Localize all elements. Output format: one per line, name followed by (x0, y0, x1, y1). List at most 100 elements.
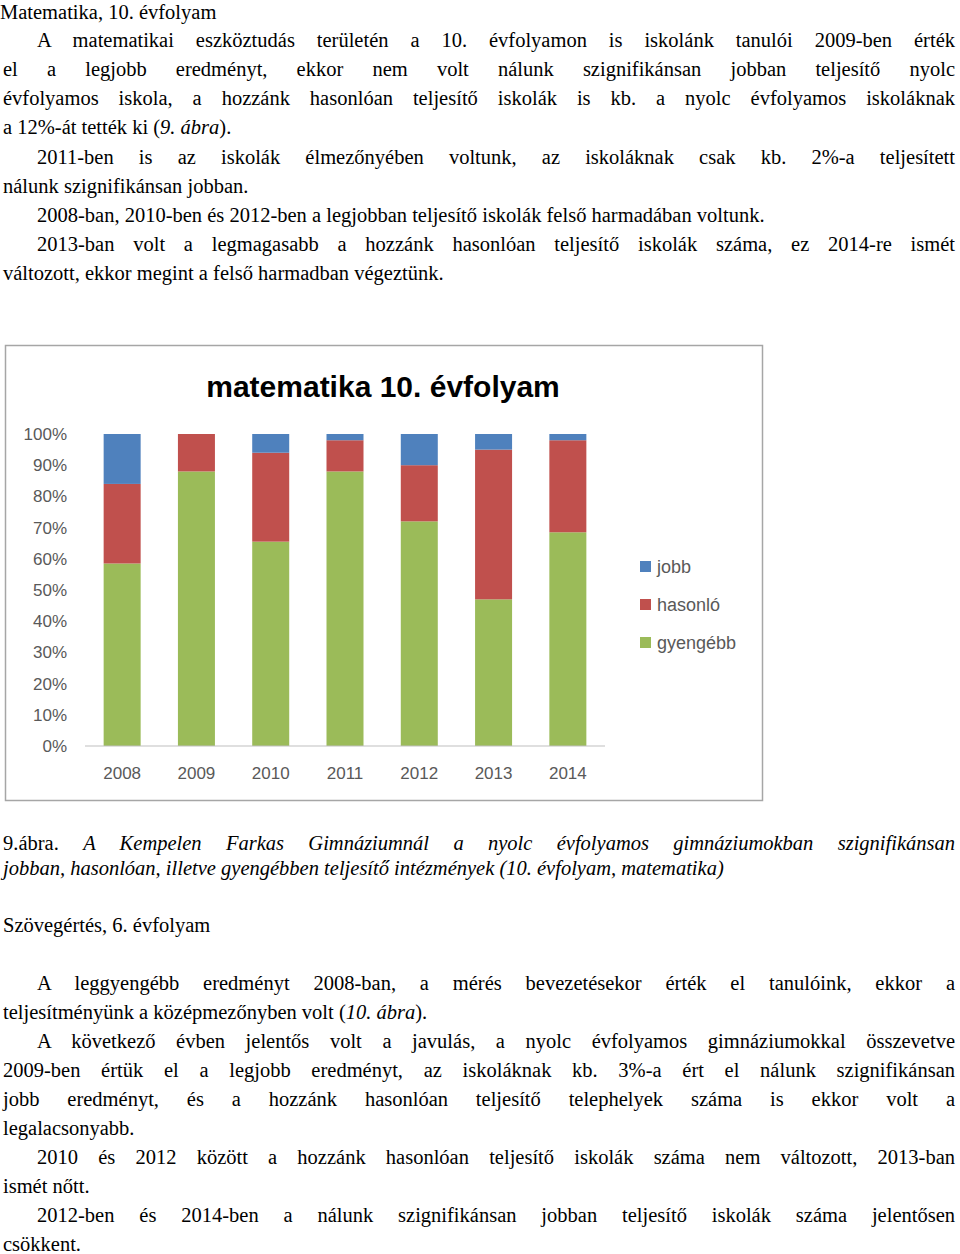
text-line: 2013-ban volt a legmagasabb a hozzánk ha… (37, 230, 955, 259)
y-tick-label: 10% (33, 706, 67, 725)
bar-segment (104, 434, 141, 484)
y-tick (81, 465, 85, 466)
text-line: A matematikai eszköztudás területén a 10… (37, 26, 955, 55)
y-tick (81, 434, 85, 435)
text-line: 2009-ben értük el a legjobb eredményt, a… (3, 1056, 955, 1085)
text-line: A leggyengébb eredményt 2008-ban, a méré… (37, 969, 955, 998)
text-run: A következő évben jelentős volt a javulá… (37, 1030, 955, 1052)
text-line: a 12%-át tették ki (9. ábra). (3, 113, 955, 142)
bar-segment (401, 465, 438, 521)
y-tick (81, 746, 85, 747)
y-tick-label: 20% (33, 675, 67, 694)
bar-segment (401, 521, 438, 746)
text-line: 2012-ben és 2014-ben a nálunk szignifiká… (37, 1201, 955, 1230)
text-run: A leggyengébb eredményt 2008-ban, a méré… (37, 972, 955, 994)
y-tick (81, 527, 85, 528)
page-header: Matematika, 10. évfolyam (0, 0, 600, 27)
y-axis (85, 434, 86, 746)
text-run: 2009-ben értük el a legjobb eredményt, a… (3, 1059, 955, 1081)
legend-swatch (640, 599, 651, 610)
bar-segment (549, 440, 586, 532)
caption-line: 9.ábra. A Kempelen Farkas Gimnáziumnál a… (3, 829, 955, 858)
y-tick-label: 70% (33, 519, 67, 538)
y-tick-label: 80% (33, 487, 67, 506)
bar-segment (178, 434, 215, 471)
text-run: nálunk szignifikánsan jobban. (3, 175, 248, 197)
y-tick (81, 558, 85, 559)
text-line: legalacsonyabb. (3, 1114, 955, 1143)
text-run: csökkent. (3, 1233, 81, 1254)
bar-segment (327, 434, 364, 440)
y-tick (81, 496, 85, 497)
y-tick-label: 90% (33, 456, 67, 475)
text-run: évfolyamos iskola, a hozzánk hasonlóan t… (3, 87, 955, 109)
legend-label: gyengébb (657, 633, 736, 653)
italic-run: 9. ábra (160, 116, 219, 138)
y-tick-label: 100% (24, 425, 67, 444)
x-axis (85, 746, 605, 747)
text-line: jobb eredményt, és a hozzánk hasonlóan t… (3, 1085, 955, 1114)
italic-run: jobban, hasonlóan, illetve gyengébben te… (3, 857, 724, 879)
y-tick-label: 30% (33, 643, 67, 662)
text-run: 9.ábra. (3, 832, 83, 854)
x-tick-label: 2008 (103, 764, 141, 783)
x-tick-label: 2009 (178, 764, 216, 783)
text-run: 2010 és 2012 között a hozzánk hasonlóan … (37, 1146, 955, 1168)
text-run: 2008-ban, 2010-ben és 2012-ben a legjobb… (37, 204, 765, 226)
y-tick (81, 714, 85, 715)
text-run: jobb eredményt, és a hozzánk hasonlóan t… (3, 1088, 955, 1110)
text-line: változott, ekkor megint a felső harmadba… (3, 259, 955, 288)
x-tick-label: 2013 (475, 764, 513, 783)
text-run: ). (415, 1001, 427, 1023)
text-line: csökkent. (3, 1230, 955, 1254)
caption-line: jobban, hasonlóan, illetve gyengébben te… (3, 854, 955, 883)
bar-segment (475, 599, 512, 746)
bar-segment (549, 532, 586, 746)
text-line: évfolyamos iskola, a hozzánk hasonlóan t… (3, 84, 955, 113)
text-line: el a legjobb eredményt, ekkor nem volt n… (3, 55, 955, 84)
text-run: legalacsonyabb. (3, 1117, 135, 1139)
text-run: A matematikai eszköztudás területén a 10… (37, 29, 955, 51)
y-tick (81, 683, 85, 684)
y-tick (81, 652, 85, 653)
text-line: teljesítményünk a középmezőnyben volt (1… (3, 998, 955, 1027)
legend-swatch (640, 561, 651, 572)
text-line: 2010 és 2012 között a hozzánk hasonlóan … (37, 1143, 955, 1172)
text-run: 2013-ban volt a legmagasabb a hozzánk ha… (37, 233, 955, 255)
text-run: változott, ekkor megint a felső harmadba… (3, 262, 444, 284)
legend-label: hasonló (657, 595, 720, 615)
bar-segment (104, 563, 141, 746)
bar-segment (475, 450, 512, 600)
y-tick-label: 0% (42, 737, 67, 756)
text-run: a 12%-át tették ki ( (3, 116, 160, 138)
bars (104, 434, 587, 746)
bar-segment (475, 434, 512, 450)
legend-label: jobb (656, 557, 691, 577)
bar-segment (401, 434, 438, 465)
text-run: ismét nőtt. (3, 1175, 90, 1197)
section-heading: Szövegértés, 6. évfolyam (3, 911, 603, 940)
bar-segment (104, 484, 141, 564)
text-run: teljesítményünk a középmezőnyben volt ( (3, 1001, 346, 1023)
bar-segment (252, 542, 289, 746)
bar-segment (327, 440, 364, 471)
y-tick (81, 590, 85, 591)
italic-run: A Kempelen Farkas Gimnáziumnál a nyolc é… (83, 832, 955, 854)
italic-run: 10. ábra (346, 1001, 415, 1023)
text-line: nálunk szignifikánsan jobban. (3, 172, 955, 201)
text-line: 2008-ban, 2010-ben és 2012-ben a legjobb… (37, 201, 955, 230)
y-tick-label: 50% (33, 581, 67, 600)
x-tick-label: 2011 (327, 764, 364, 783)
text-line: 2011-ben is az iskolák élmezőnyében volt… (37, 143, 955, 172)
bar-segment (327, 471, 364, 746)
bar-segment (178, 471, 215, 746)
text-run: ). (219, 116, 231, 138)
y-tick-label: 60% (33, 550, 67, 569)
legend-swatch (640, 637, 651, 648)
text-line: ismét nőtt. (3, 1172, 955, 1201)
text-run: 2012-ben és 2014-ben a nálunk szignifiká… (37, 1204, 955, 1226)
x-tick-label: 2014 (549, 764, 587, 783)
bar-segment (252, 453, 289, 542)
chart-frame (6, 346, 763, 801)
y-tick (81, 621, 85, 622)
